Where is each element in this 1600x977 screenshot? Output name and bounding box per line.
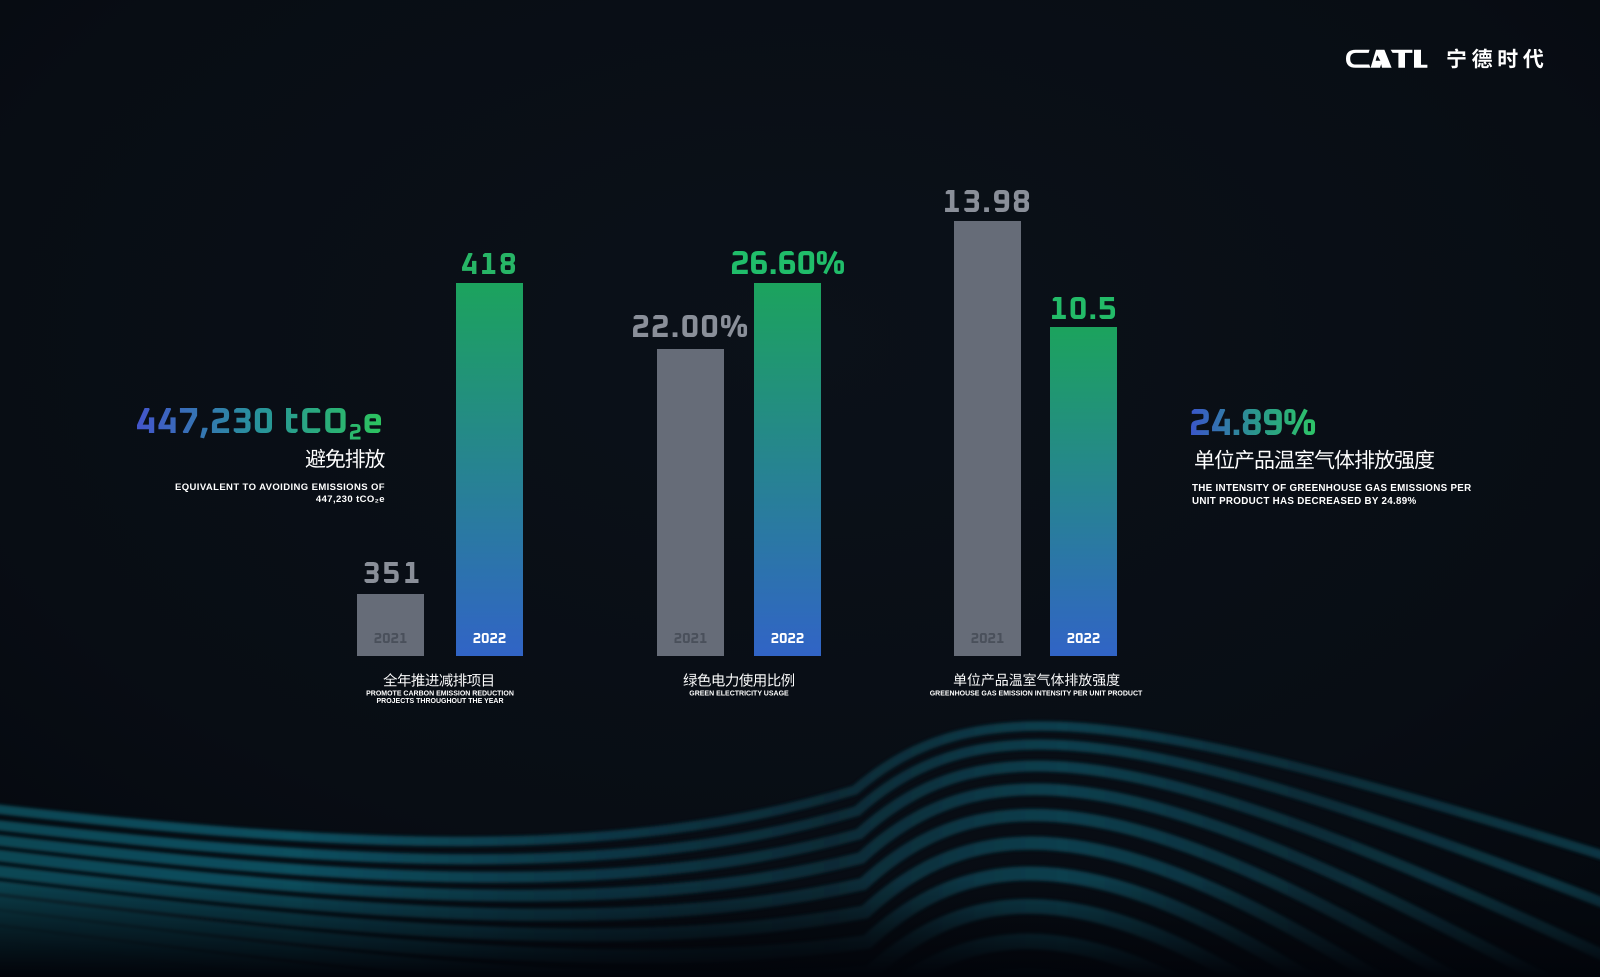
svg-text:PROMOTE CARBON EMISSION REDUCT: PROMOTE CARBON EMISSION REDUCTION bbox=[366, 691, 514, 698]
svg-text:GREEN ELECTRICITY USAGE: GREEN ELECTRICITY USAGE bbox=[689, 691, 789, 698]
svg-text:EQUIVALENT TO AVOIDING EMISSIO: EQUIVALENT TO AVOIDING EMISSIONS OF bbox=[175, 482, 385, 493]
svg-text:UNIT PRODUCT HAS DECREASED BY: UNIT PRODUCT HAS DECREASED BY 24.89% bbox=[1192, 496, 1417, 507]
svg-text:THE INTENSITY OF GREENHOUSE GA: THE INTENSITY OF GREENHOUSE GAS EMISSION… bbox=[1192, 483, 1472, 494]
svg-text:GREENHOUSE GAS EMISSION INTENS: GREENHOUSE GAS EMISSION INTENSITY PER UN… bbox=[930, 691, 1143, 698]
svg-text:447,230 tCO₂e: 447,230 tCO₂e bbox=[316, 494, 385, 505]
svg-text:PROJECTS THROUGHOUT THE YEAR: PROJECTS THROUGHOUT THE YEAR bbox=[376, 698, 503, 705]
